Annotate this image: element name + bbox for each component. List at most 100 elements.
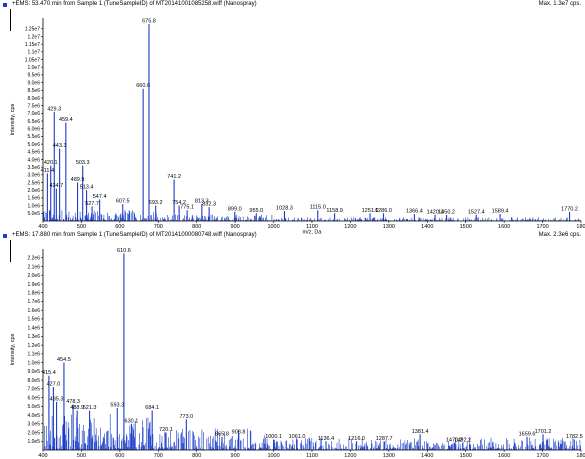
y-tick-label: 9.0e6 — [27, 80, 40, 86]
peak-label: 420.1 — [44, 160, 58, 166]
peak-label: 630.1 — [125, 418, 139, 424]
peak-label: 488.9 — [70, 405, 84, 411]
x-tick-label: 1300 — [383, 224, 395, 230]
peak-label: 527.7 — [85, 201, 99, 207]
peak-label: 547.4 — [93, 194, 107, 200]
peak-label: 1470.2 — [446, 438, 463, 444]
y-tick-label: 1.5e6 — [27, 317, 40, 323]
x-tick-label: 700 — [154, 453, 163, 459]
y-tick-label: 1.7e6 — [27, 299, 40, 305]
peak-label: 454.5 — [57, 357, 71, 363]
peak-label: 754.2 — [172, 200, 186, 206]
peak-label: 720.1 — [159, 427, 173, 433]
peak-label: 675.8 — [142, 19, 156, 25]
y-tick-label: 4.0e5 — [27, 413, 40, 419]
peak-label: 865.8 — [215, 431, 229, 437]
peak-label: 1782.5 — [566, 434, 583, 440]
y-tick-label: 7.5e6 — [27, 103, 40, 109]
y-tick-label: 3.0e6 — [27, 173, 40, 179]
y-tick-label: 1.9e6 — [27, 282, 40, 288]
spectrum-header-bottom: +EMS: 17.880 min from Sample 1 (TuneSamp… — [0, 231, 585, 262]
peak-label: 1061.0 — [289, 434, 306, 440]
header-divider — [10, 9, 11, 31]
peak-label: 1527.4 — [468, 209, 485, 215]
x-tick-label: 400 — [38, 453, 47, 459]
x-tick-label: 1500 — [460, 453, 472, 459]
peak-label: 1589.4 — [492, 209, 509, 215]
header-divider — [10, 240, 11, 262]
peak-label: 434.7 — [49, 183, 63, 189]
spectrum-title: +EMS: 17.880 min from Sample 1 (TuneSamp… — [12, 232, 257, 238]
y-tick-label: 1.8e6 — [27, 290, 40, 296]
x-tick-label: 900 — [231, 224, 240, 230]
x-tick-label: 180 — [576, 453, 585, 459]
peak-label: 1701.2 — [535, 429, 552, 435]
peak-label: 429.3 — [47, 106, 61, 112]
x-tick-label: 1100 — [306, 453, 318, 459]
spectrum-panel-bottom: +EMS: 17.880 min from Sample 1 (TuneSamp… — [0, 231, 585, 459]
y-tick-label: 1.0e7 — [27, 65, 40, 71]
y-tick-label: 9.5e6 — [27, 73, 40, 79]
peak-label: 1450.2 — [438, 209, 455, 215]
spectrum-header-top: +EMS: 53.470 min from Sample 1 (TuneSamp… — [0, 0, 585, 31]
peak-label: 435.3 — [50, 396, 64, 402]
peak-label: 1000.1 — [265, 434, 282, 440]
peak-label: 693.2 — [149, 200, 163, 206]
peak-label: 908.8 — [232, 430, 246, 436]
peak-label: 1136.4 — [318, 436, 334, 442]
x-tick-label: 400 — [38, 224, 47, 230]
max-intensity-label: Max. 2.3e6 cps. — [538, 232, 581, 238]
peak-label: 607.5 — [116, 199, 130, 205]
x-tick-label: 900 — [231, 453, 240, 459]
peak-label: 1770.2 — [561, 206, 578, 212]
y-tick-label: 5.0e6 — [27, 142, 40, 148]
x-tick-label: 800 — [192, 453, 201, 459]
peak-label: 489.9 — [71, 177, 85, 183]
x-tick-label: 1700 — [536, 453, 548, 459]
y-axis-title: Intensity, cps — [10, 333, 16, 365]
y-tick-label: 1.05e7 — [25, 57, 41, 63]
y-axis-title: Intensity, cps — [10, 103, 16, 135]
y-tick-label: 1.25e7 — [25, 27, 41, 33]
y-tick-label: 7.0e6 — [27, 111, 40, 117]
x-tick-label: 500 — [77, 453, 86, 459]
peak-label: 1216.0 — [348, 436, 365, 442]
peak-label: 411.4 — [41, 168, 54, 174]
x-tick-label: 1100 — [306, 224, 318, 230]
y-tick-label: 1.0e5 — [27, 439, 40, 445]
y-tick-label: 9.0e5 — [27, 369, 40, 375]
spectrum-title: +EMS: 53.470 min from Sample 1 (TuneSamp… — [12, 1, 257, 7]
y-tick-label: 1.3e6 — [27, 334, 40, 340]
spectrum-chart-top: 675.8 660.6 429.3 459.4 443.3 420.1 503.3 411.4… — [10, 18, 585, 236]
y-tick-label: 1.15e7 — [25, 42, 41, 48]
peak-label: 1420.3 — [427, 209, 444, 215]
x-tick-label: 1500 — [460, 224, 472, 230]
y-tick-label: 8.5e6 — [27, 88, 40, 94]
x-tick-label: 800 — [192, 224, 201, 230]
x-tick-label: 1600 — [498, 224, 510, 230]
y-tick-label: 1.2e6 — [27, 343, 40, 349]
peak-label: 459.4 — [59, 117, 73, 123]
peak-label: 1028.3 — [276, 206, 293, 212]
y-tick-label: 4.5e6 — [27, 150, 40, 156]
x-tick-label: 1200 — [344, 453, 356, 459]
y-tick-label: 8.0e6 — [27, 96, 40, 102]
x-tick-label: 1700 — [536, 224, 548, 230]
peak-label: 1115.0 — [310, 205, 326, 211]
y-tick-label: 1.1e7 — [27, 50, 40, 56]
peak-label: 443.3 — [53, 143, 67, 149]
y-tick-label: 2.5e6 — [27, 180, 40, 186]
peak-label: 899.0 — [228, 206, 242, 212]
y-tick-label: 1.5e6 — [27, 196, 40, 202]
y-tick-label: 2.0e6 — [27, 273, 40, 279]
x-tick-label: 600 — [115, 453, 124, 459]
peak-label: 1158.9 — [326, 208, 342, 214]
x-tick-label: 500 — [77, 224, 86, 230]
x-tick-label: 700 — [154, 224, 163, 230]
y-tick-label: 2.0e5 — [27, 430, 40, 436]
trace-color-marker — [3, 3, 7, 7]
y-tick-label: 1.0e6 — [27, 203, 40, 209]
y-tick-label: 6.5e6 — [27, 119, 40, 125]
y-tick-label: 8.0e5 — [27, 378, 40, 384]
x-tick-label: 1600 — [498, 453, 510, 459]
